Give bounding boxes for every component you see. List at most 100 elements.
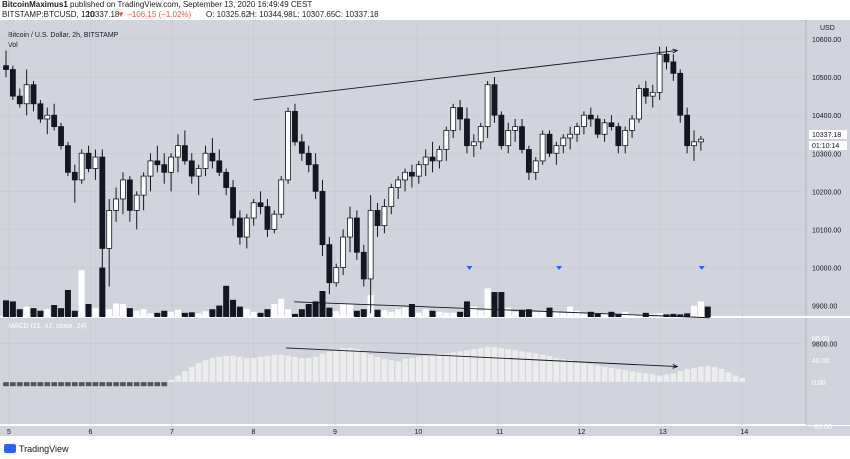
candle[interactable] <box>23 69 30 116</box>
price-chart[interactable]: Bitcoin / U.S. Dollar, 2h, BITSTAMP Vol … <box>0 20 850 459</box>
trendlines[interactable] <box>253 48 710 369</box>
candle[interactable] <box>450 103 457 139</box>
candle[interactable] <box>553 141 560 165</box>
candle[interactable] <box>147 153 154 192</box>
candle[interactable] <box>285 107 291 184</box>
candle[interactable] <box>546 130 553 158</box>
candle[interactable] <box>30 80 37 112</box>
candle[interactable] <box>278 176 285 218</box>
candle[interactable] <box>642 80 649 104</box>
candle[interactable] <box>37 99 44 123</box>
candle[interactable] <box>188 153 195 184</box>
candle[interactable] <box>223 168 230 196</box>
candle[interactable] <box>175 134 181 173</box>
candle[interactable] <box>519 119 525 154</box>
candle[interactable] <box>601 119 608 142</box>
candle[interactable] <box>16 88 23 108</box>
candle[interactable] <box>78 149 85 184</box>
candle[interactable] <box>532 157 539 180</box>
candle[interactable] <box>677 69 684 123</box>
candle[interactable] <box>257 191 264 215</box>
tradingview-logo[interactable]: TradingView <box>4 444 69 454</box>
candle[interactable] <box>305 145 312 173</box>
candle[interactable] <box>464 107 470 154</box>
candle[interactable] <box>209 138 216 169</box>
candle[interactable] <box>65 141 71 177</box>
candle[interactable] <box>3 50 9 78</box>
candle[interactable] <box>202 145 209 177</box>
candle[interactable] <box>195 164 202 196</box>
candle[interactable] <box>353 210 360 260</box>
candle[interactable] <box>636 84 642 123</box>
candle[interactable] <box>622 126 629 154</box>
candle[interactable] <box>697 136 704 151</box>
candle[interactable] <box>113 187 119 222</box>
trendline[interactable] <box>253 50 678 101</box>
candle[interactable] <box>608 115 615 131</box>
candle[interactable] <box>594 115 601 139</box>
candle[interactable] <box>360 244 367 287</box>
candle[interactable] <box>684 107 691 154</box>
candle[interactable] <box>505 122 512 154</box>
candle[interactable] <box>567 126 574 150</box>
candle[interactable] <box>9 65 16 100</box>
candle[interactable] <box>415 160 422 184</box>
candle[interactable] <box>649 84 656 108</box>
candle[interactable] <box>470 134 477 158</box>
candle[interactable] <box>298 134 305 161</box>
candle[interactable] <box>429 141 436 173</box>
candle[interactable] <box>587 107 594 127</box>
candle[interactable] <box>71 164 78 203</box>
candle[interactable] <box>374 202 381 238</box>
candle[interactable] <box>154 145 161 173</box>
candle[interactable] <box>237 210 243 245</box>
candle[interactable] <box>670 54 677 81</box>
candle[interactable] <box>560 134 567 154</box>
candle[interactable] <box>443 126 450 161</box>
candle[interactable] <box>402 168 408 192</box>
candle[interactable] <box>168 153 175 192</box>
candle[interactable] <box>340 229 347 276</box>
candle[interactable] <box>333 263 340 287</box>
candle[interactable] <box>161 153 168 184</box>
candle[interactable] <box>44 107 51 135</box>
candle[interactable] <box>319 179 326 257</box>
candle[interactable] <box>99 149 106 276</box>
candle[interactable] <box>615 122 622 154</box>
candle[interactable] <box>312 153 319 199</box>
candle[interactable] <box>539 130 546 165</box>
candle[interactable] <box>491 77 498 123</box>
candle[interactable] <box>120 172 126 215</box>
candle[interactable] <box>140 172 147 211</box>
candle[interactable] <box>512 119 519 142</box>
candle[interactable] <box>395 176 402 199</box>
candle[interactable] <box>106 198 113 287</box>
candle[interactable] <box>367 195 374 314</box>
candle[interactable] <box>436 145 443 169</box>
candle[interactable] <box>264 198 271 238</box>
candle[interactable] <box>656 46 663 100</box>
trendline[interactable] <box>286 347 678 368</box>
candle[interactable] <box>126 176 133 222</box>
candle[interactable] <box>422 149 429 177</box>
author-name[interactable]: BitcoinMaximus1 <box>2 0 68 9</box>
candle[interactable] <box>477 122 484 150</box>
candle[interactable] <box>85 145 92 173</box>
candle[interactable] <box>271 210 278 234</box>
candle[interactable] <box>92 149 99 180</box>
candle[interactable] <box>691 130 697 161</box>
candle[interactable] <box>457 99 463 131</box>
candle[interactable] <box>498 111 505 150</box>
candle[interactable] <box>133 191 140 230</box>
candle[interactable] <box>292 103 298 146</box>
candle[interactable] <box>181 130 188 165</box>
candle[interactable] <box>230 179 236 226</box>
candle[interactable] <box>581 111 587 135</box>
candle[interactable] <box>484 80 491 139</box>
candle[interactable] <box>629 115 635 139</box>
candle[interactable] <box>388 183 395 215</box>
candle[interactable] <box>51 103 58 131</box>
candle[interactable] <box>574 122 580 142</box>
trendline[interactable] <box>294 301 710 319</box>
candle[interactable] <box>326 237 333 295</box>
